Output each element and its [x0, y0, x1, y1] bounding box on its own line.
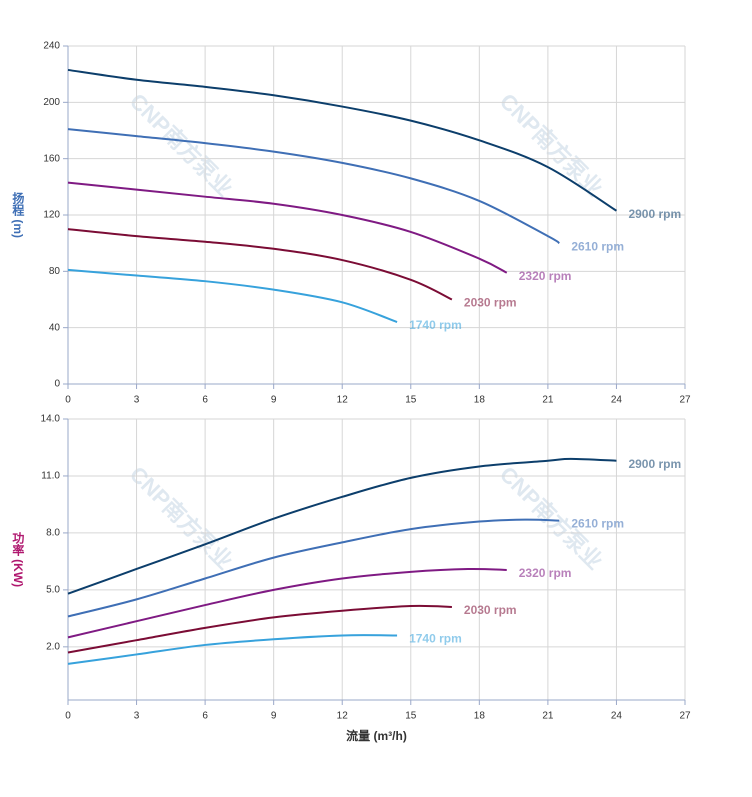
series-label: 2900 rpm: [628, 457, 681, 471]
series-label: 2320 rpm: [519, 566, 572, 580]
line: [67, 457, 617, 595]
y-tick-label: 120: [43, 210, 60, 221]
line: [67, 181, 508, 274]
y-axis-title: 扬程 (m): [11, 191, 25, 238]
x-tick-label: 3: [134, 395, 140, 406]
y-tick-label: 5.0: [46, 585, 60, 596]
watermark: CNP南方泵业: [125, 461, 238, 574]
y-tick-label: 8.0: [46, 528, 60, 539]
y-tick-label: 200: [43, 97, 60, 108]
x-tick-label: 9: [271, 395, 277, 406]
x-tick-label: 0: [65, 395, 71, 406]
x-tick-label: 27: [679, 395, 691, 406]
line: [67, 518, 560, 618]
y-tick-label: 2.0: [46, 641, 60, 652]
y-tick-label: 80: [49, 266, 61, 277]
line: [67, 128, 560, 245]
x-tick-label: 15: [405, 711, 417, 722]
x-tick-label: 0: [65, 711, 71, 722]
x-tick-label: 21: [542, 395, 554, 406]
x-tick-label: 6: [202, 395, 208, 406]
series-label: 2030 rpm: [464, 603, 517, 617]
series-label: 2900 rpm: [628, 207, 681, 221]
line: [67, 634, 398, 665]
x-tick-label: 18: [474, 395, 486, 406]
watermark: CNP南方泵业: [495, 88, 608, 201]
y-tick-label: 11.0: [41, 471, 60, 482]
y-axis-title: 功率 (KW): [11, 530, 25, 587]
y-tick-label: 240: [43, 41, 60, 52]
y-tick-label: 0: [54, 379, 60, 390]
line: [67, 567, 507, 639]
x-tick-label: 3: [134, 711, 140, 722]
x-tick-label: 12: [337, 711, 349, 722]
series-label: 1740 rpm: [409, 318, 462, 332]
x-tick-label: 15: [405, 395, 417, 406]
series-label: 1740 rpm: [409, 632, 462, 646]
line: [67, 68, 617, 212]
y-tick-label: 14.0: [41, 414, 61, 425]
x-tick-label: 24: [611, 711, 623, 722]
series-label: 2610 rpm: [571, 517, 624, 531]
y-tick-label: 160: [43, 153, 60, 164]
x-axis-title: 流量 (m³/h): [346, 728, 407, 743]
x-tick-label: 27: [679, 711, 691, 722]
x-tick-label: 9: [271, 711, 277, 722]
series-label: 2030 rpm: [464, 296, 517, 310]
line: [67, 228, 453, 301]
line: [67, 604, 452, 654]
y-tick-label: 40: [49, 322, 61, 333]
x-tick-label: 18: [474, 711, 486, 722]
line: [67, 268, 398, 323]
x-tick-label: 6: [202, 711, 208, 722]
series-label: 2610 rpm: [571, 239, 624, 253]
series-label: 2320 rpm: [519, 269, 572, 283]
x-tick-label: 21: [542, 711, 554, 722]
x-tick-label: 24: [611, 395, 623, 406]
x-tick-label: 12: [337, 395, 349, 406]
